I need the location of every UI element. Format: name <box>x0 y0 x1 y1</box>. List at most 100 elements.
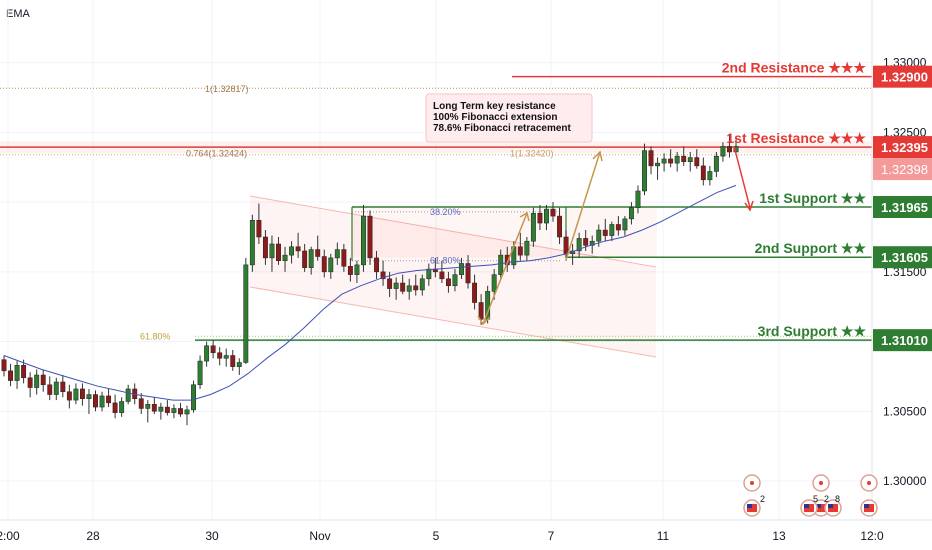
candle-body <box>335 250 339 258</box>
candle-body <box>721 146 725 156</box>
price-tick: 1.30500 <box>883 404 927 418</box>
candle-body <box>178 408 182 414</box>
candle-body <box>119 402 123 413</box>
fib-label: 61.80% <box>430 256 461 266</box>
candle-body <box>244 265 248 363</box>
candle-body <box>224 355 228 358</box>
level-label-1: 1st Resistance ★★★ <box>726 130 866 146</box>
candle-body <box>34 375 38 388</box>
candle-body <box>276 244 280 261</box>
us-flag-canton <box>828 504 833 508</box>
candle-body <box>113 403 117 413</box>
time-tick: 28 <box>86 529 100 543</box>
candle-body <box>185 410 189 414</box>
candle-body <box>289 247 293 255</box>
time-tick: 13 <box>772 529 786 543</box>
candle-body <box>8 371 12 381</box>
candle-body <box>525 241 529 255</box>
candle-body <box>348 266 352 274</box>
candle-body <box>139 399 143 409</box>
candle-body <box>564 237 568 254</box>
candle-body <box>368 216 372 258</box>
candle-body <box>642 151 646 191</box>
candle-body <box>126 389 130 402</box>
candle-body <box>146 404 150 408</box>
candle-body <box>714 156 718 171</box>
candle-body <box>28 378 32 388</box>
candle-body <box>688 158 692 162</box>
candle-body <box>296 247 300 251</box>
candle-body <box>322 257 326 272</box>
candle-body <box>440 272 444 279</box>
fib-label: 38.20% <box>430 207 461 217</box>
us-flag-canton <box>747 504 752 508</box>
candle-body <box>361 216 365 265</box>
candle-body <box>400 283 404 291</box>
candle-body <box>597 230 601 241</box>
candle-body <box>15 365 19 380</box>
candle-body <box>309 250 313 268</box>
candle-body <box>623 219 627 230</box>
fib-label: 1(1.32817) <box>205 84 249 94</box>
candle-body <box>668 159 672 163</box>
candle-body <box>231 355 235 366</box>
candle-body <box>479 303 483 320</box>
level-label-0: 2nd Resistance ★★★ <box>722 60 867 76</box>
us-flag-canton <box>864 504 869 508</box>
candle-body <box>655 163 659 166</box>
candle-body <box>87 395 91 399</box>
candle-body <box>172 408 176 412</box>
time-axis <box>0 520 932 550</box>
candle-body <box>538 213 542 223</box>
time-tick: 5 <box>433 529 440 543</box>
price-tag-text-4: 1.31010 <box>881 333 928 348</box>
us-flag-canton <box>804 504 809 508</box>
candle-body <box>165 407 169 413</box>
candle-body <box>394 283 398 289</box>
candle-body <box>616 224 620 230</box>
candle-body <box>355 265 359 275</box>
drop-arrow <box>734 146 750 208</box>
candle-body <box>407 286 411 292</box>
candle-body <box>67 392 71 400</box>
time-tick: 30 <box>205 529 219 543</box>
time-tick: 2:00 <box>0 529 20 543</box>
level-label-4: 3rd Support ★★ <box>758 323 867 339</box>
level-label-2: 1st Support ★★ <box>759 190 866 206</box>
candle-body <box>603 230 607 236</box>
candle-body <box>204 346 208 361</box>
candle-body <box>682 156 686 162</box>
candle-body <box>636 191 640 208</box>
level-label-3: 2nd Support ★★ <box>755 240 867 256</box>
price-tag-text-0: 1.32900 <box>881 70 928 85</box>
price-tag-text-2: 1.31965 <box>881 200 928 215</box>
maple-leaf-icon <box>867 481 871 485</box>
candle-body <box>557 216 561 237</box>
candle-body <box>41 375 45 385</box>
candle-body <box>263 237 267 258</box>
annotation-line: 78.6% Fibonacci retracement <box>433 123 572 134</box>
candle-body <box>302 251 306 268</box>
candle-body <box>610 224 614 235</box>
candle-body <box>283 255 287 261</box>
candle-body <box>387 279 391 289</box>
candle-body <box>21 365 25 378</box>
candle-body <box>100 396 104 407</box>
candle-body <box>211 346 215 353</box>
candle-body <box>701 166 705 180</box>
time-tick: 12:0 <box>860 529 884 543</box>
candle-body <box>329 258 333 272</box>
event-count: 2 <box>824 494 829 504</box>
candle-body <box>270 244 274 258</box>
time-tick: 7 <box>548 529 555 543</box>
candle-body <box>342 250 346 267</box>
candle-body <box>48 385 52 395</box>
candle-body <box>198 361 202 385</box>
candle-body <box>374 258 378 272</box>
candle-body <box>54 382 58 395</box>
candle-body <box>93 395 97 408</box>
candle-body <box>499 255 503 275</box>
current-price-text: 1.32398 <box>881 162 928 177</box>
